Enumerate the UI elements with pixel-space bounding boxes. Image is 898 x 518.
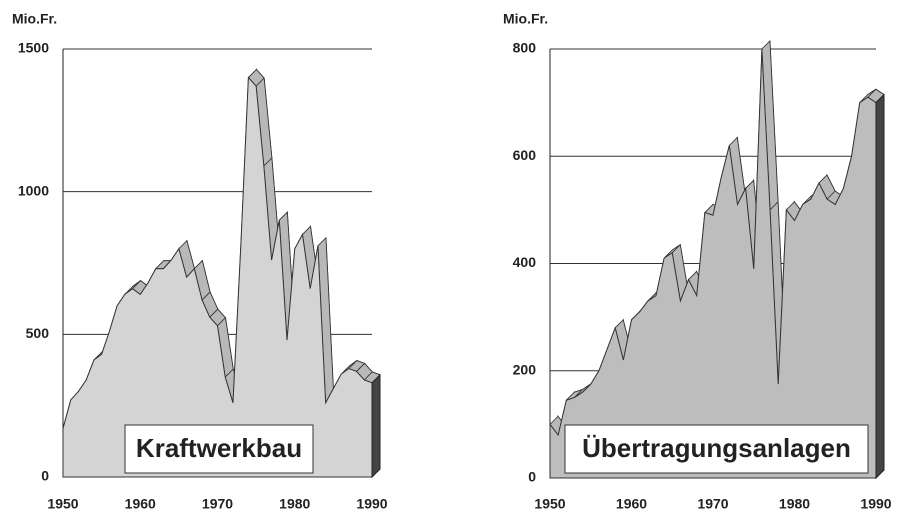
y-tick-label: 0 xyxy=(41,468,49,484)
y-tick-label: 600 xyxy=(513,147,537,163)
x-tick-label: 1990 xyxy=(860,496,891,512)
chart-title: Kraftwerkbau xyxy=(136,433,302,463)
x-tick-label: 1970 xyxy=(697,496,728,512)
y-axis-label: Mio.Fr. xyxy=(503,11,548,27)
label-box xyxy=(564,424,869,474)
y-tick-label: 500 xyxy=(26,325,50,341)
x-tick-label: 1980 xyxy=(779,496,810,512)
y-axis-label: Mio.Fr. xyxy=(12,11,57,27)
area xyxy=(549,48,877,479)
chart-title: Übertragungsanlagen xyxy=(582,433,851,463)
x-tick-label: 1960 xyxy=(125,496,156,512)
y-tick-label: 800 xyxy=(513,40,537,56)
y-tick-label: 200 xyxy=(513,361,537,377)
x-tick-label: 1970 xyxy=(202,496,233,512)
y-tick-label: 0 xyxy=(528,469,536,485)
x-tick-label: 1980 xyxy=(279,496,310,512)
area-side-face xyxy=(875,93,885,480)
y-tick-label: 1500 xyxy=(18,40,49,56)
y-tick-label: 400 xyxy=(513,254,537,270)
x-tick-label: 1960 xyxy=(616,496,647,512)
x-tick-label: 1950 xyxy=(534,496,565,512)
y-tick-label: 1000 xyxy=(18,182,49,198)
label-box xyxy=(124,424,314,474)
x-tick-label: 1950 xyxy=(47,496,78,512)
area-side-face xyxy=(371,373,381,479)
x-tick-label: 1990 xyxy=(356,496,387,512)
area xyxy=(62,76,373,478)
